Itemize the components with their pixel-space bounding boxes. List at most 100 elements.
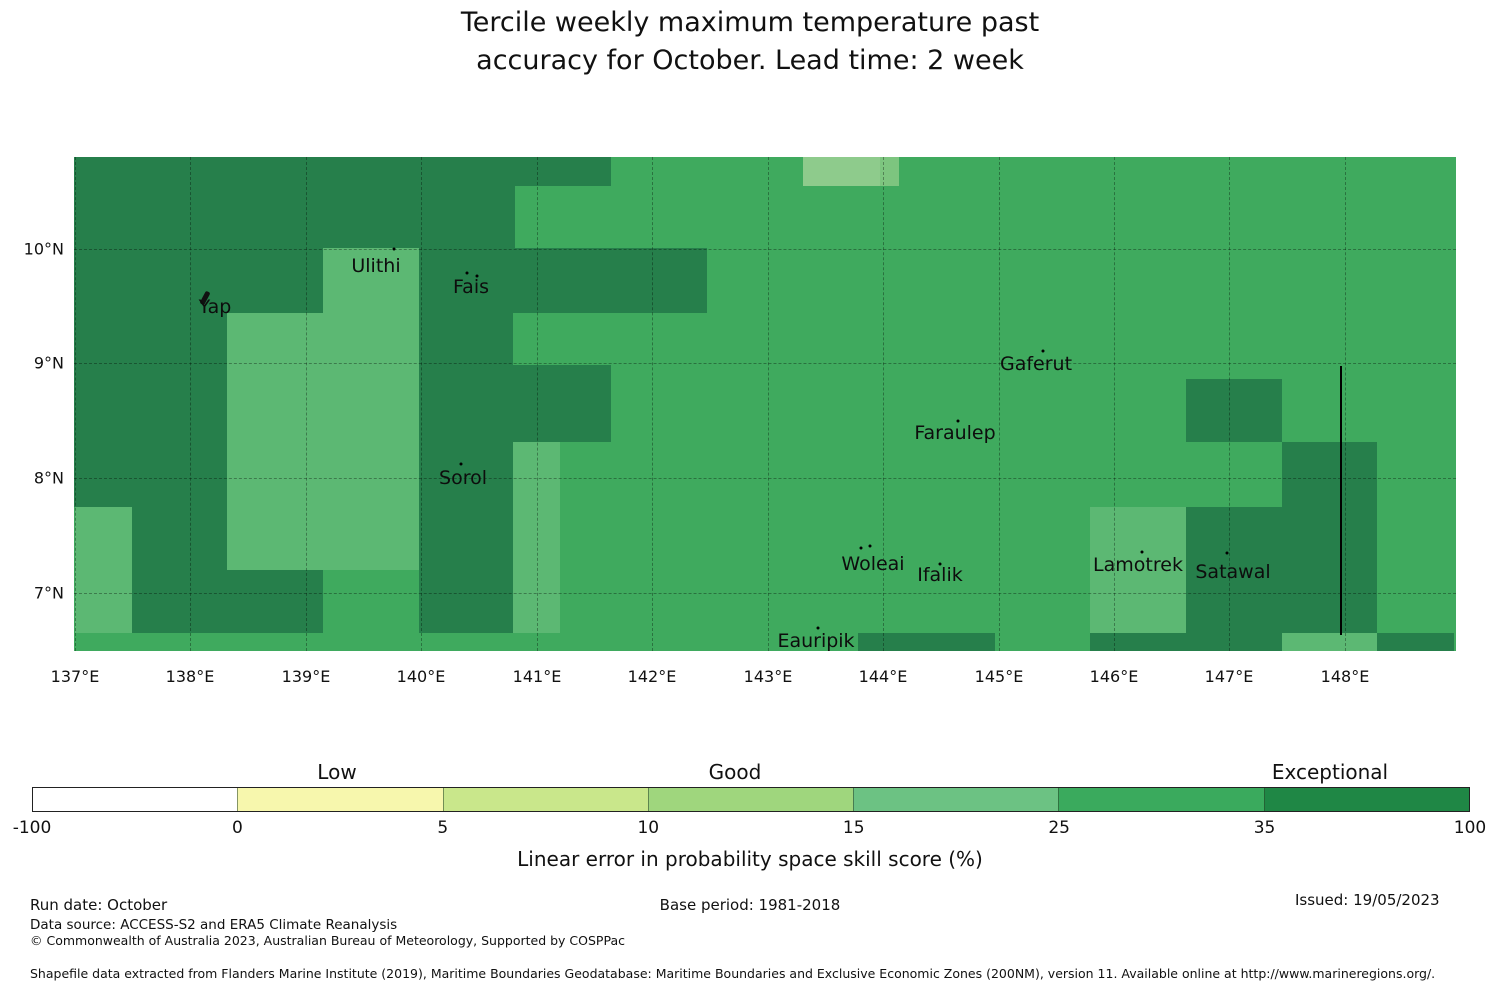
longitude-gridline (999, 157, 1000, 651)
colorbar-tick-label: -100 (12, 818, 52, 838)
colorbar-segment (853, 788, 1059, 811)
map-region-light (323, 248, 419, 313)
colorbar-segment (33, 788, 238, 811)
colorbar-tick-label: 100 (1453, 818, 1487, 838)
x-axis-tick-label: 140°E (396, 667, 446, 686)
colorbar-segment (647, 788, 854, 811)
longitude-gridline (883, 157, 884, 651)
island-label-lamotrek: Lamotrek (1093, 554, 1183, 576)
island-marker-ifalik (938, 562, 942, 566)
map-region-light (513, 442, 560, 633)
latitude-gridline (74, 249, 1456, 250)
colorbar-tick-label: 0 (232, 818, 243, 838)
island-label-woleai: Woleai (841, 553, 905, 575)
map-region-dark (419, 313, 513, 633)
longitude-gridline (1345, 157, 1346, 651)
island-label-sorol: Sorol (439, 467, 487, 489)
map-area: Yap Ulithi Fais Sorol Gaferut Faraulep Woleai I… (74, 157, 1456, 651)
island-label-fais: Fais (452, 276, 490, 298)
x-axis-tick-label: 143°E (743, 667, 793, 686)
map-region-light (1090, 507, 1186, 633)
island-marker-eauripik (816, 626, 820, 630)
island-marker-fais (475, 274, 479, 278)
figure-title: Tercile weekly maximum temperature past … (0, 4, 1500, 80)
map-region-pale (803, 157, 880, 186)
island-marker-woleai (859, 546, 863, 550)
map-region-light (1282, 633, 1377, 651)
map-region-dark (1377, 633, 1454, 651)
map-region-dark (1186, 379, 1282, 442)
map-region-dark (132, 507, 227, 570)
x-axis-tick-label: 141°E (512, 667, 562, 686)
colorbar-tick-label: 15 (842, 818, 865, 838)
eez-boundary-line (1340, 366, 1342, 635)
island-marker-lamotrek (1140, 550, 1144, 554)
map-region-dark (513, 365, 611, 442)
map-region-dark (74, 186, 515, 248)
x-axis-tick-label: 142°E (627, 667, 677, 686)
longitude-gridline (306, 157, 307, 651)
map-region-dark (1282, 442, 1377, 633)
longitude-gridline (768, 157, 769, 651)
x-axis-tick-label: 144°E (858, 667, 908, 686)
island-label-gaferut: Gaferut (999, 353, 1073, 375)
figure-title-line2: accuracy for October. Lead time: 2 week (476, 45, 1024, 76)
longitude-gridline (190, 157, 191, 651)
island-label-satawal: Satawal (1195, 561, 1271, 583)
island-marker-faraulep (956, 419, 960, 423)
colorbar-tick-label: 35 (1253, 818, 1276, 838)
map-region-light (227, 313, 419, 570)
shapefile-attribution-text: Shapefile data extracted from Flanders M… (30, 966, 1436, 981)
map-region-dark (74, 313, 227, 507)
map-region-light (75, 507, 132, 633)
y-axis-tick-label: 8°N (33, 468, 64, 488)
colorbar (32, 787, 1470, 812)
island-marker-satawal (1225, 551, 1229, 555)
colorbar-segment (1058, 788, 1264, 811)
map-region-dark (419, 248, 707, 313)
island-label-yap: Yap (198, 296, 232, 318)
map-region-dark (1090, 633, 1282, 651)
island-marker-gaferut (1041, 349, 1045, 353)
data-source-text: Data source: ACCESS-S2 and ERA5 Climate … (30, 917, 398, 933)
colorbar-segment (237, 788, 443, 811)
longitude-gridline (75, 157, 76, 651)
island-marker-woleai (868, 544, 872, 548)
latitude-gridline (74, 593, 1456, 594)
colorbar-category-label: Exceptional (1271, 760, 1389, 784)
map-region-dark (858, 633, 995, 651)
island-label-ulithi: Ulithi (351, 255, 401, 277)
x-axis-tick-label: 145°E (974, 667, 1024, 686)
map-region-dark (1186, 507, 1282, 633)
latitude-gridline (74, 478, 1456, 479)
map-region-dark (74, 248, 323, 313)
colorbar-segment (1263, 788, 1469, 811)
colorbar-axis-label: Linear error in probability space skill … (517, 847, 983, 871)
island-label-faraulep: Faraulep (914, 422, 996, 444)
y-axis-tick-label: 7°N (33, 583, 64, 603)
longitude-gridline (1229, 157, 1230, 651)
longitude-gridline (652, 157, 653, 651)
x-axis-tick-label: 137°E (50, 667, 100, 686)
map-region-dark (74, 157, 611, 186)
longitude-gridline (537, 157, 538, 651)
island-marker-ulithi (392, 247, 396, 251)
longitude-gridline (421, 157, 422, 651)
latitude-gridline (74, 363, 1456, 364)
colorbar-category-label: Low (317, 760, 357, 784)
figure-title-line1: Tercile weekly maximum temperature past (460, 7, 1040, 38)
base-period-text: Base period: 1981-2018 (659, 896, 841, 914)
issued-date-text: Issued: 19/05/2023 (1295, 891, 1440, 909)
colorbar-tick-label: 5 (437, 818, 449, 838)
colorbar-category-label: Good (708, 760, 762, 784)
y-axis-tick-label: 9°N (33, 353, 64, 373)
map-region-dark (132, 570, 323, 633)
copyright-text: © Commonwealth of Australia 2023, Austra… (30, 933, 625, 948)
colorbar-segment (442, 788, 648, 811)
x-axis-tick-label: 146°E (1089, 667, 1139, 686)
island-label-ifalik: Ifalik (917, 564, 963, 586)
island-marker-fais (465, 271, 469, 275)
colorbar-tick-label: 25 (1048, 818, 1070, 838)
colorbar-tick-label: 10 (637, 818, 660, 838)
